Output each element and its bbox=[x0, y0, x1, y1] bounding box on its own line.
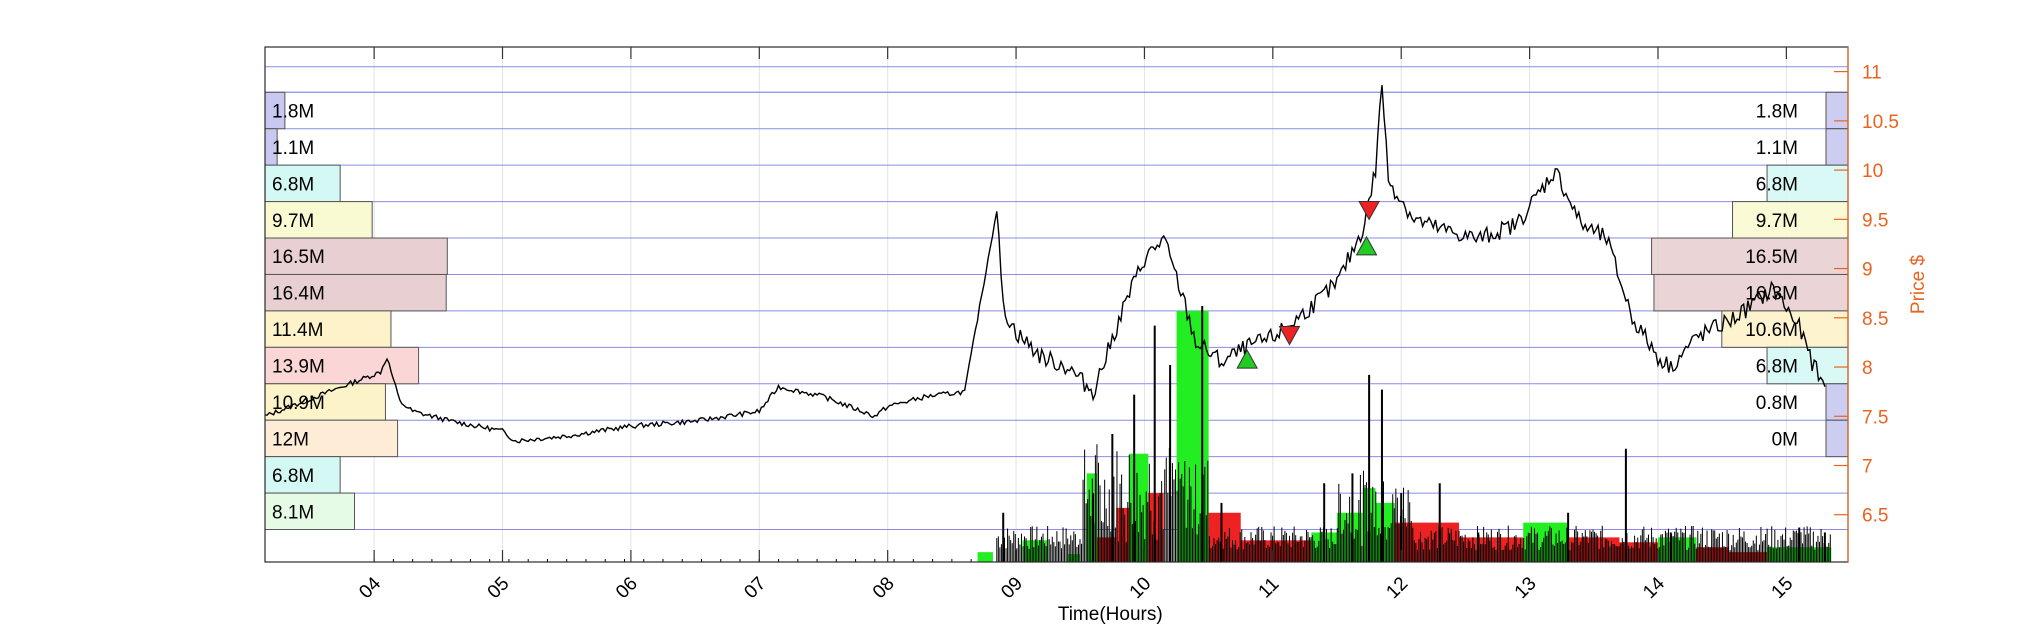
volume-profile-bar bbox=[264, 201, 373, 239]
x-tick-label: 15 bbox=[1768, 573, 1798, 603]
volume-profile-left: 1.8M 1.1M 6.8M 9.7M 16.5M 16.4M 11.4M 13.9M 10.9… bbox=[264, 91, 448, 531]
x-tick-label: 09 bbox=[997, 573, 1027, 603]
volume-profile-label: 16.5M bbox=[272, 247, 325, 268]
volume-profile-bar bbox=[264, 273, 447, 312]
volume-profile-label: 9.7M bbox=[272, 211, 314, 232]
x-tick-label: 08 bbox=[869, 573, 899, 603]
volume-profile-bar bbox=[264, 383, 386, 421]
volume-profile-label: 1.8M bbox=[1756, 102, 1798, 123]
y-axis-title: Price $ bbox=[1908, 255, 1929, 315]
y-tick-label: 8 bbox=[1862, 358, 1873, 379]
x-tick-label: 07 bbox=[740, 573, 770, 603]
x-tick-label: 10 bbox=[1126, 573, 1156, 603]
volume-profile-bar bbox=[1825, 91, 1849, 130]
y-tick-label: 9 bbox=[1862, 260, 1873, 281]
volume-profile-label: 11.4M bbox=[272, 320, 323, 341]
x-tick-label: 14 bbox=[1639, 573, 1669, 603]
volume-profile-bar bbox=[1766, 346, 1849, 385]
volume-bar bbox=[1568, 537, 1620, 562]
volume-spikes bbox=[373, 305, 1831, 562]
volume-profile-label: 9.7M bbox=[1756, 211, 1798, 232]
y-tick-label: 8.5 bbox=[1862, 309, 1888, 330]
buy-marker bbox=[1355, 235, 1378, 256]
volume-profile-label: 1.8M bbox=[272, 102, 314, 123]
y-tick-label: 10 bbox=[1862, 161, 1883, 182]
volume-profile-label: 1.1M bbox=[272, 138, 314, 159]
volume-profile-bar bbox=[264, 456, 341, 494]
volume-profile-label: 6.8M bbox=[272, 466, 314, 487]
y-tick-label: 6.5 bbox=[1862, 506, 1888, 527]
volume-bar bbox=[1086, 473, 1097, 562]
x-axis-title: Time(Hours) bbox=[1058, 604, 1163, 625]
volume-profile-bar bbox=[1825, 419, 1849, 458]
volume-profile-label: 1.1M bbox=[1756, 138, 1798, 159]
x-tick-label: 11 bbox=[1255, 574, 1284, 603]
buy-marker bbox=[1236, 349, 1259, 369]
volume-profile-label: 8.1M bbox=[272, 502, 314, 523]
x-tick-label: 04 bbox=[355, 573, 385, 603]
volume-profile-label: 13.9M bbox=[272, 357, 325, 378]
volume-bar bbox=[1728, 552, 1768, 562]
y-tick-label: 11 bbox=[1862, 63, 1882, 84]
x-tick-label: 12 bbox=[1382, 573, 1412, 603]
volume-profile-label: 10.9M bbox=[272, 393, 325, 414]
volume-bar bbox=[977, 552, 993, 562]
volume-profile-label: 6.8M bbox=[1756, 357, 1798, 378]
sell-marker bbox=[1358, 200, 1380, 221]
volume-profile-bar bbox=[1825, 383, 1849, 421]
price-line bbox=[265, 85, 1826, 444]
volume-profile-label: 16.4M bbox=[272, 284, 325, 305]
x-axis: 04 05 06 07 08 09 10 11 12 13 14 15 bbox=[355, 47, 1797, 603]
volume-profile-label: 6.8M bbox=[272, 174, 314, 195]
volume-profile-bar bbox=[1766, 164, 1849, 203]
volume-profile-label: 12M bbox=[272, 429, 309, 450]
vertical-grid bbox=[373, 47, 1787, 562]
y-tick-label: 10.5 bbox=[1862, 112, 1899, 133]
volume-profile-label: 16.3M bbox=[1745, 284, 1798, 305]
volume-profile-label: 0.8M bbox=[1756, 393, 1798, 414]
y-tick-label: 7 bbox=[1862, 456, 1873, 477]
volume-profile-label: 16.5M bbox=[1745, 247, 1798, 268]
x-tick-label: 06 bbox=[612, 573, 642, 603]
y-tick-label: 9.5 bbox=[1862, 210, 1888, 231]
volume-profile-bar bbox=[264, 310, 392, 348]
volume-profile-label: 10.6M bbox=[1745, 320, 1798, 341]
volume-profile-bar bbox=[1721, 310, 1849, 348]
x-tick-label: 05 bbox=[484, 573, 514, 603]
sell-marker bbox=[1278, 326, 1301, 346]
trade-markers bbox=[1236, 200, 1380, 369]
y-axis-right: 6.5 7 7.5 8 8.5 9 9.5 10 10.5 11 bbox=[1834, 47, 1899, 562]
volume-bars bbox=[977, 310, 1832, 562]
volume-profile-bar bbox=[1651, 237, 1849, 275]
volume-profile-label: 6.8M bbox=[1756, 174, 1798, 195]
volume-profile-bar bbox=[264, 492, 355, 531]
y-tick-label: 7.5 bbox=[1862, 407, 1888, 428]
volume-profile-bar bbox=[264, 164, 341, 203]
volume-profile-bar bbox=[264, 419, 399, 458]
horizontal-grid bbox=[265, 66, 1848, 531]
volume-profile-right: 1.8M 1.1M 6.8M 9.7M 16.5M 16.3M 10.6M 6.8M 0.8M 0… bbox=[1651, 91, 1849, 458]
volume-profile-label: 0M bbox=[1772, 429, 1798, 450]
x-tick-label: 13 bbox=[1511, 573, 1541, 603]
volume-profile-bar bbox=[1825, 128, 1849, 166]
